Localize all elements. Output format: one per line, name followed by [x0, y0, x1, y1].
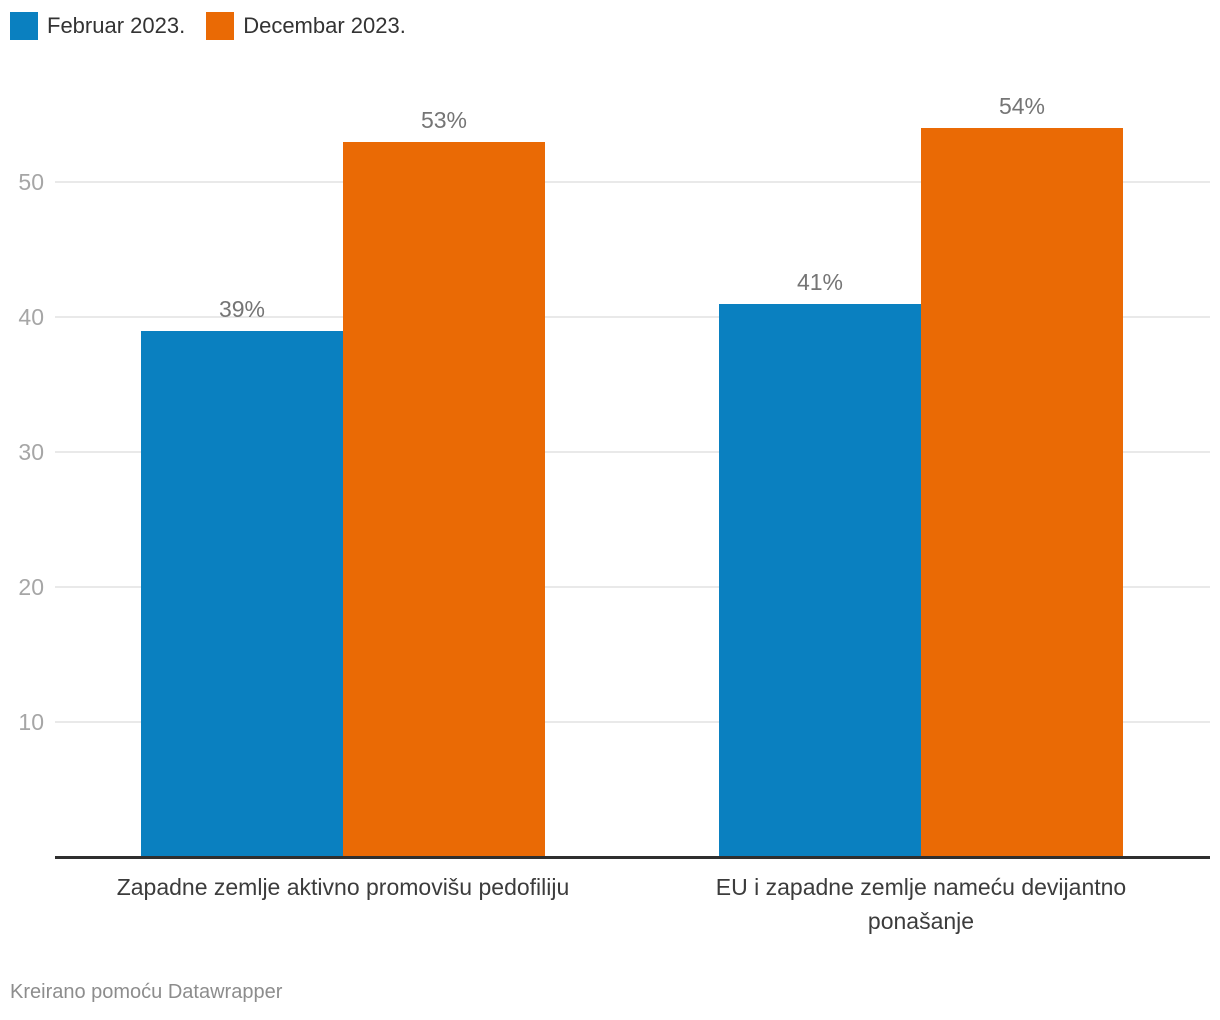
gridline-30 [55, 451, 1210, 453]
y-tick-label-10: 10 [18, 709, 44, 735]
bar-decembar-2023--cat1[interactable] [343, 141, 545, 857]
bar-value-label: 39% [218, 295, 266, 322]
bar-value-label: 54% [998, 93, 1046, 119]
x-category-label-2: EU i zapadne zemlje nameću devijantno po… [715, 874, 1127, 934]
bar-value-label: 53% [420, 106, 468, 133]
x-category-label-1: Zapadne zemlje aktivno promovišu pedofil… [116, 874, 570, 900]
gridline-40 [55, 316, 1210, 318]
y-tick-label-40: 40 [18, 304, 44, 330]
legend-label: Decembar 2023. [243, 13, 406, 38]
y-tick-label-20: 20 [18, 574, 44, 600]
bar-februar-2023--cat2[interactable] [719, 303, 921, 857]
datawrapper-attribution-link[interactable]: Kreirano pomoću Datawrapper [10, 981, 283, 1003]
legend-swatch-icon [10, 12, 38, 40]
legend: Februar 2023. Decembar 2023. [10, 12, 406, 40]
legend-swatch-icon [206, 12, 235, 40]
bar-decembar-2023--cat2[interactable] [921, 128, 1123, 857]
gridline-20 [55, 586, 1210, 588]
bar-value-label: 41% [796, 268, 844, 295]
gridline-50 [55, 181, 1210, 183]
legend-item-2: Decembar 2023. [206, 12, 406, 40]
y-tick-label-50: 50 [18, 169, 44, 195]
x-axis-line [55, 856, 1210, 859]
gridline-10 [55, 721, 1210, 723]
legend-label: Februar 2023. [47, 13, 186, 38]
legend-item-1: Februar 2023. [10, 12, 185, 40]
y-tick-label-30: 30 [18, 439, 44, 465]
bar-februar-2023--cat1[interactable] [141, 330, 343, 857]
